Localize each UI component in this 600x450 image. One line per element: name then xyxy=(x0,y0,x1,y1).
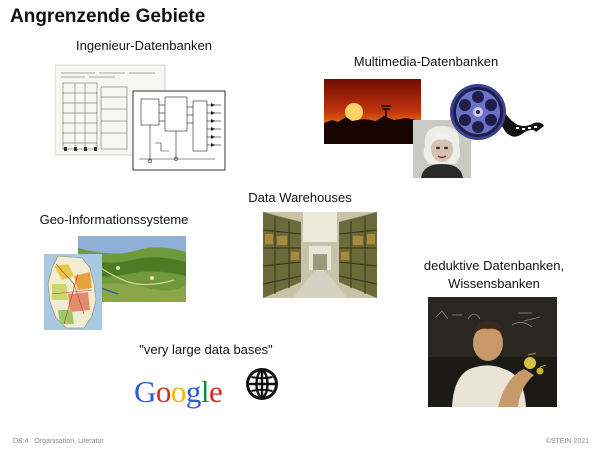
google-letter: l xyxy=(200,374,210,409)
label-multimedia-datenbanken: Multimedia-Datenbanken xyxy=(353,54,499,69)
portrait-photo xyxy=(413,120,471,178)
label-deduktive-datenbanken: deduktive Datenbanken, xyxy=(423,258,565,273)
warehouse-photo xyxy=(263,212,377,298)
google-letter: e xyxy=(209,374,223,409)
label-data-warehouses: Data Warehouses xyxy=(248,190,352,205)
slide-title: Angrenzende Gebiete xyxy=(10,6,206,27)
google-letter: G xyxy=(134,374,156,409)
google-letter: g xyxy=(185,374,202,409)
google-letter: o xyxy=(155,374,172,409)
footer-slide-id: DB:4 xyxy=(13,438,29,445)
footer-copyright: ©STEIN 2021 xyxy=(545,438,589,445)
label-geo-informationssysteme: Geo-Informationssysteme xyxy=(39,212,189,227)
scientist-photo xyxy=(428,297,557,407)
label-very-large-data-bases: "very large data bases" xyxy=(139,342,273,357)
sunset-photo xyxy=(324,79,421,144)
label-wissensbanken: Wissensbanken xyxy=(448,276,540,291)
google-letter: o xyxy=(170,374,187,409)
google-logo: Google xyxy=(134,374,223,410)
germany-map-image xyxy=(44,254,102,330)
footer-left: DB:4 Organisation, Literatur xyxy=(13,438,104,445)
globe-icon xyxy=(244,366,280,402)
footer-section: Organisation, Literatur xyxy=(34,438,104,445)
label-ingenieur-datenbanken: Ingenieur-Datenbanken xyxy=(76,38,212,53)
film-reel-icon xyxy=(448,80,548,150)
engineering-drawing-image xyxy=(55,63,230,173)
